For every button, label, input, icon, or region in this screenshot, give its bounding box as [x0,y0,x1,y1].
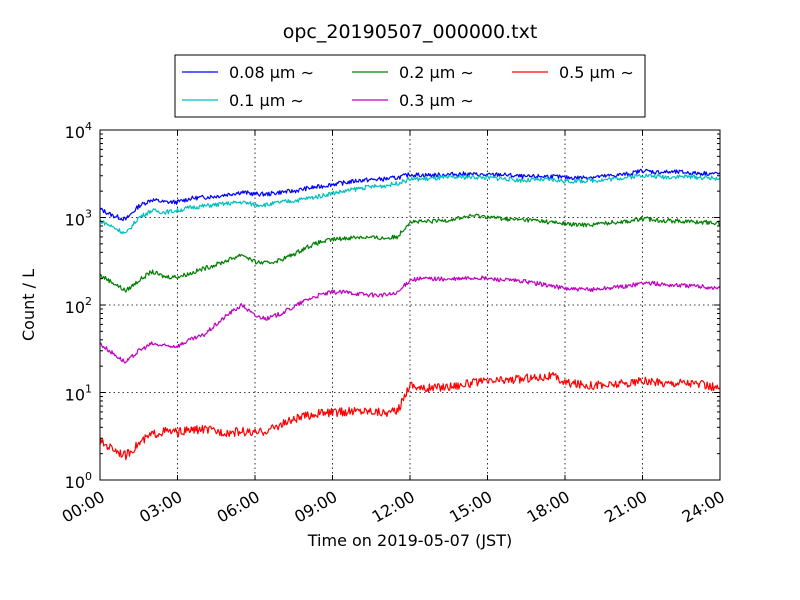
y-tick-exponent: 2 [85,295,92,308]
y-tick-label: 100 [65,470,92,492]
y-axis-label: Count / L [19,269,38,341]
y-tick-exponent: 4 [85,120,92,133]
series-line [99,371,721,461]
legend-frame [174,54,646,118]
series-layer [99,168,721,461]
y-tick-label: 102 [65,295,92,317]
y-tick-base: 10 [65,298,85,317]
chart-title: opc_20190507_000000.txt [283,21,538,43]
x-axis-label: Time on 2019-05-07 (JST) [307,531,512,550]
y-tick-base: 10 [65,473,85,492]
series-line [99,275,721,364]
y-tick-base: 10 [65,123,85,142]
series-line [99,168,721,221]
legend-label: 0.3 µm ∼ [399,91,474,110]
series-line [99,173,721,235]
legend-label: 0.08 µm ∼ [229,63,314,82]
legend: 0.08 µm ∼ 0.2 µm ∼ 0.5 µm ∼ 0.1 µm ∼ 0.3 µm … [174,54,646,118]
y-tick-label: 101 [65,383,92,405]
legend-label: 0.5 µm ∼ [559,63,634,82]
legend-label: 0.2 µm ∼ [399,63,474,82]
y-tick-label: 104 [65,120,92,142]
series-line [99,213,721,293]
legend-label: 0.1 µm ∼ [229,91,304,110]
y-tick-exponent: 1 [85,383,92,396]
y-tick-base: 10 [65,211,85,230]
y-tick-exponent: 0 [85,470,92,483]
y-tick-label: 103 [65,208,92,230]
y-tick-base: 10 [65,386,85,405]
y-tick-exponent: 3 [85,208,92,221]
